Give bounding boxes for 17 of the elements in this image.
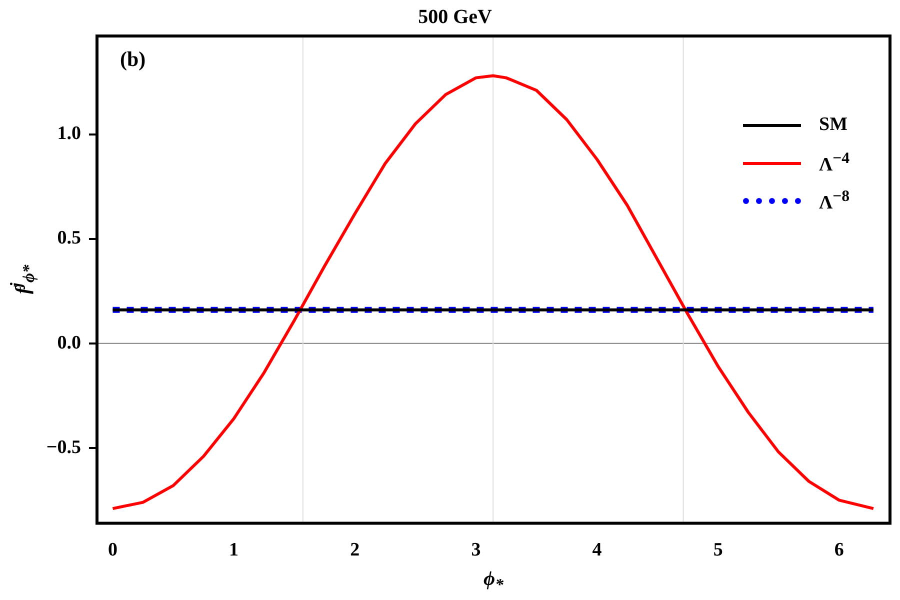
y-tick-label: 0.0 [57,332,81,354]
chart-title: 500 GeV [418,6,492,28]
x-tick-label: 3 [471,540,481,561]
annotation: (b) [120,46,146,71]
y-tick-label: 0.5 [57,228,81,249]
x-tick-label: 2 [350,540,360,561]
x-tick-label: 5 [713,540,723,561]
x-tick-label: 1 [229,540,239,561]
y-tick-label: 1.0 [57,123,81,144]
x-tick-label: 6 [834,540,844,561]
legend-label: Λ$^{−8}$ [819,188,850,214]
x-tick-label: 4 [592,540,602,561]
x-axis-title: ϕ$_{*}$ [484,568,504,595]
legend-label: SM [819,114,848,136]
x-tick-label: 0 [108,540,118,561]
y-tick-label: −0.5 [46,436,81,458]
legend-label: Λ$^{−4}$ [819,150,850,176]
